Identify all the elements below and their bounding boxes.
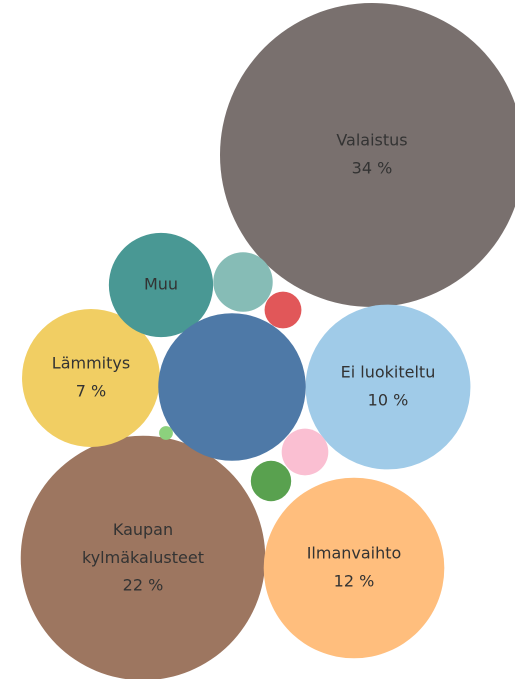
bubble-label: Lämmitys (52, 354, 130, 373)
value-label: 7 % (76, 382, 106, 401)
label-line: kylmäkalusteet (82, 548, 204, 567)
value-label: 10 % (368, 391, 409, 410)
bubble (108, 232, 214, 338)
bubble-label: Valaistus (336, 131, 407, 150)
bubble (263, 477, 445, 659)
bubble (305, 304, 471, 470)
bubble-label: Ilmanvaihto (307, 544, 402, 563)
value-label: 34 % (352, 159, 393, 178)
bubble (250, 460, 292, 502)
value-label: 22 % (123, 576, 164, 595)
bubble (281, 428, 329, 476)
bubble (264, 291, 302, 329)
bubble (220, 3, 515, 307)
bubble (213, 252, 273, 312)
label-line: Kaupan (113, 520, 173, 539)
bubble (22, 309, 160, 447)
bubble-label: Kaupan kylmäkalusteet (82, 520, 204, 567)
bubble (158, 313, 306, 461)
bubble (159, 426, 173, 440)
bubble-label: Muu (144, 275, 178, 294)
bubble-label: Ei luokiteltu (341, 363, 436, 382)
value-label: 12 % (334, 572, 375, 591)
bubble (20, 435, 266, 679)
